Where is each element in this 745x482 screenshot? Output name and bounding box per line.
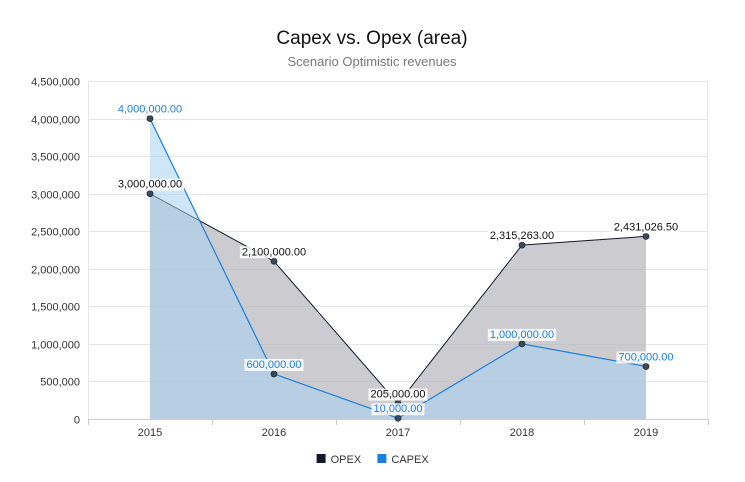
data-label-opex: 2,100,000.00 (242, 246, 306, 258)
data-label-background (368, 388, 428, 401)
data-point-capex (642, 363, 650, 370)
data-label-background (371, 403, 425, 416)
y-tick-label: 4,000,000 (31, 115, 80, 127)
y-tick-label: 4,500,000 (31, 77, 80, 89)
x-tick-label: 2018 (510, 427, 534, 439)
legend-swatch-capex (377, 454, 387, 463)
y-tick-label: 3,500,000 (31, 152, 80, 164)
data-label-background (115, 178, 185, 191)
x-tick-label: 2019 (634, 427, 658, 439)
x-tick-label: 2015 (138, 427, 162, 439)
data-label-background (239, 246, 309, 259)
x-tick-label: 2016 (262, 427, 286, 439)
chart-subtitle: Scenario Optimistic revenues (287, 54, 457, 69)
area-series (149, 118, 647, 420)
legend-label-capex: CAPEX (391, 454, 429, 466)
data-point-opex (518, 241, 526, 249)
y-tick-label: 500,000 (40, 377, 80, 389)
y-tick-label: 0 (74, 415, 80, 427)
data-point-capex (270, 370, 278, 378)
data-label-background (487, 230, 557, 243)
data-label-capex: 1,000,000.00 (490, 329, 554, 341)
data-point-opex (642, 233, 650, 240)
data-point-capex (518, 340, 526, 348)
data-label-opex: 205,000.00 (370, 389, 425, 401)
y-tick-label: 1,000,000 (31, 340, 80, 352)
data-label-background (616, 351, 676, 364)
data-label-capex: 700,000.00 (618, 351, 673, 363)
chart-title: Capex vs. Opex (area) (276, 28, 467, 49)
y-tick-label: 2,000,000 (31, 265, 80, 277)
data-point-opex (270, 257, 278, 265)
y-tick-label: 2,500,000 (31, 227, 80, 239)
data-label-opex: 2,431,026.50 (614, 221, 678, 233)
data-label-opex: 3,000,000.00 (118, 179, 182, 191)
data-label-opex: 2,315,263.00 (490, 230, 554, 242)
legend: OPEX CAPEX (316, 454, 429, 466)
data-point-capex (146, 115, 154, 122)
x-tick-label: 2017 (386, 427, 410, 439)
data-labels: 3,000,000.00 2,100,000.00 205,000.00 2,315,… (115, 103, 681, 416)
data-label-background (487, 328, 557, 341)
data-point-capex (394, 414, 402, 422)
data-point-opex (146, 190, 154, 198)
y-tick-label: 3,000,000 (31, 190, 80, 202)
data-label-capex: 600,000.00 (246, 359, 301, 371)
data-label-background (244, 358, 304, 371)
data-label-background (115, 103, 185, 116)
data-label-background (611, 221, 681, 234)
legend-swatch-opex (316, 454, 326, 463)
legend-label-opex: OPEX (331, 454, 362, 466)
data-label-capex: 4,000,000.00 (118, 104, 182, 116)
data-label-capex: 10,000.00 (374, 403, 423, 415)
y-tick-label: 1,500,000 (31, 302, 80, 314)
